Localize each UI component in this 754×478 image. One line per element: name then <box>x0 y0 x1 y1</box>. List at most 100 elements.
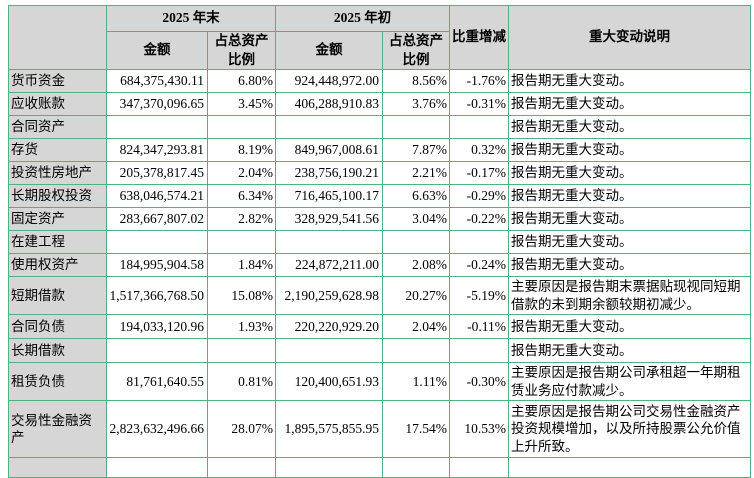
cell-end-ratio: 6.80% <box>207 69 276 93</box>
cell-item-label: 交易性金融资产 <box>8 400 107 459</box>
cell-change-note: 主要原因是报告期末票据贴现视同短期借款的未到期余额较期初减少。 <box>508 275 751 316</box>
table-row: 货币资金 684,375,430.11 6.80% 924,448,972.00 8.5… <box>8 69 751 93</box>
cell-item-label <box>8 457 107 478</box>
cell-item-label: 使用权资产 <box>8 253 107 277</box>
cell-begin-amount: 924,448,972.00 <box>275 69 383 93</box>
table-row: 在建工程 报告期无重大变动。 <box>8 230 751 254</box>
cell-ratio-change: -0.31% <box>449 92 509 116</box>
table-row: 交易性金融资产 2,823,632,496.66 28.07% 1,895,575,8… <box>8 400 751 459</box>
cell-ratio-change: -0.30% <box>449 362 509 402</box>
cell-begin-amount: 220,220,929.20 <box>275 314 383 340</box>
cell-begin-ratio: 2.21% <box>382 161 450 185</box>
header-amount-begin: 金额 <box>275 31 383 70</box>
cell-change-note: 报告期无重大变动。 <box>508 138 751 162</box>
cell-end-amount <box>106 115 208 139</box>
cell-begin-ratio <box>382 115 450 139</box>
cell-end-ratio: 2.04% <box>207 161 276 185</box>
cell-end-ratio <box>207 115 276 139</box>
cell-end-amount: 638,046,574.21 <box>106 184 208 208</box>
cell-item-label: 长期股权投资 <box>8 184 107 208</box>
cell-item-label: 合同资产 <box>8 115 107 139</box>
cell-ratio-change: -5.19% <box>449 275 509 316</box>
cell-begin-ratio: 17.54% <box>382 400 450 459</box>
header-amount-end: 金额 <box>106 31 208 70</box>
table-row: 合同资产 报告期无重大变动。 <box>8 115 751 139</box>
cell-change-note: 报告期无重大变动。 <box>508 314 751 340</box>
table-row: 长期股权投资 638,046,574.21 6.34% 716,465,100.17 6… <box>8 184 751 208</box>
table-row: 使用权资产 184,995,904.58 1.84% 224,872,211.00 2.… <box>8 253 751 277</box>
assets-change-table: 2025 年末 2025 年初 比重增减 重大变动说明 金额 占总资产比例 金额… <box>8 5 751 478</box>
cell-change-note: 报告期无重大变动。 <box>508 207 751 231</box>
cell-begin-ratio: 8.56% <box>382 69 450 93</box>
cell-end-amount: 184,995,904.58 <box>106 253 208 277</box>
cell-begin-amount <box>275 338 383 364</box>
cell-change-note: 报告期无重大变动。 <box>508 230 751 254</box>
cell-end-amount: 347,370,096.65 <box>106 92 208 116</box>
cell-end-amount: 81,761,640.55 <box>106 362 208 402</box>
cell-begin-amount: 716,465,100.17 <box>275 184 383 208</box>
cell-item-label: 长期借款 <box>8 338 107 364</box>
cell-end-ratio: 3.45% <box>207 92 276 116</box>
cell-begin-ratio: 2.08% <box>382 253 450 277</box>
cell-end-ratio <box>207 338 276 364</box>
cell-change-note: 主要原因是报告期公司交易性金融资产投资规模增加，以及所持股票公允价值上升所致。 <box>508 400 751 459</box>
cell-begin-ratio <box>382 338 450 364</box>
cell-item-label: 固定资产 <box>8 207 107 231</box>
header-ratio-begin: 占总资产比例 <box>382 31 450 70</box>
table-row: 固定资产 283,667,807.02 2.82% 328,929,541.56 3.0… <box>8 207 751 231</box>
header-major-change-note: 重大变动说明 <box>508 5 751 70</box>
table-row: 存货 824,347,293.81 8.19% 849,967,008.61 7.87%… <box>8 138 751 162</box>
cell-ratio-change <box>449 457 509 478</box>
cell-change-note: 报告期无重大变动。 <box>508 184 751 208</box>
header-ratio-change: 比重增减 <box>449 5 509 70</box>
cell-begin-ratio: 3.04% <box>382 207 450 231</box>
header-ratio-end: 占总资产比例 <box>207 31 276 70</box>
cell-end-ratio: 1.93% <box>207 314 276 340</box>
cell-begin-ratio: 6.63% <box>382 184 450 208</box>
table-row: 租赁负债 81,761,640.55 0.81% 120,400,651.93 1.11… <box>8 362 751 402</box>
cell-begin-ratio <box>382 457 450 478</box>
cell-change-note: 报告期无重大变动。 <box>508 338 751 364</box>
cell-end-ratio: 15.08% <box>207 275 276 316</box>
cell-end-ratio <box>207 457 276 478</box>
cell-change-note: 报告期无重大变动。 <box>508 253 751 277</box>
cell-ratio-change: -0.29% <box>449 184 509 208</box>
cell-end-amount <box>106 230 208 254</box>
cell-change-note: 报告期无重大变动。 <box>508 69 751 93</box>
cell-begin-ratio: 20.27% <box>382 275 450 316</box>
cell-end-amount: 194,033,120.96 <box>106 314 208 340</box>
cell-ratio-change <box>449 115 509 139</box>
cell-begin-amount: 2,190,259,628.98 <box>275 275 383 316</box>
cell-begin-ratio: 1.11% <box>382 362 450 402</box>
header-period-end: 2025 年末 <box>106 5 276 32</box>
cell-ratio-change <box>449 230 509 254</box>
cell-end-amount: 1,517,366,768.50 <box>106 275 208 316</box>
cell-end-amount: 283,667,807.02 <box>106 207 208 231</box>
cell-begin-amount: 238,756,190.21 <box>275 161 383 185</box>
cell-ratio-change: 0.32% <box>449 138 509 162</box>
table-row: 长期借款 报告期无重大变动。 <box>8 338 751 364</box>
cell-end-amount <box>106 457 208 478</box>
cell-end-amount: 2,823,632,496.66 <box>106 400 208 459</box>
table-body: 货币资金 684,375,430.11 6.80% 924,448,972.00 8.5… <box>8 69 751 478</box>
table-row: 短期借款 1,517,366,768.50 15.08% 2,190,259,628.… <box>8 275 751 316</box>
cell-end-amount: 205,378,817.45 <box>106 161 208 185</box>
cell-change-note <box>508 457 751 478</box>
cell-ratio-change <box>449 338 509 364</box>
cell-ratio-change: 10.53% <box>449 400 509 459</box>
cell-ratio-change: -0.24% <box>449 253 509 277</box>
cell-end-ratio: 0.81% <box>207 362 276 402</box>
cell-change-note: 报告期无重大变动。 <box>508 92 751 116</box>
cell-ratio-change: -0.22% <box>449 207 509 231</box>
cell-ratio-change: -0.17% <box>449 161 509 185</box>
cell-item-label: 租赁负债 <box>8 362 107 402</box>
cell-ratio-change: -0.11% <box>449 314 509 340</box>
cell-begin-amount: 406,288,910.83 <box>275 92 383 116</box>
cell-end-amount: 824,347,293.81 <box>106 138 208 162</box>
cell-begin-ratio: 7.87% <box>382 138 450 162</box>
cell-item-label: 投资性房地产 <box>8 161 107 185</box>
cell-begin-amount: 849,967,008.61 <box>275 138 383 162</box>
cell-change-note: 主要原因是报告期公司承租超一年期租赁业务应付款减少。 <box>508 362 751 402</box>
cell-ratio-change: -1.76% <box>449 69 509 93</box>
cell-end-ratio: 1.84% <box>207 253 276 277</box>
